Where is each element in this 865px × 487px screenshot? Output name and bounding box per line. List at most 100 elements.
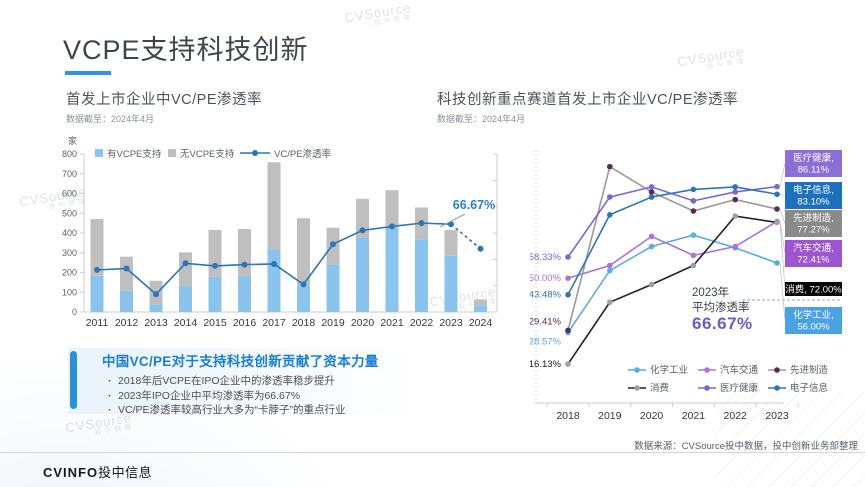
bar-2023-with-vcpe <box>444 255 458 312</box>
y-tick-label: 600 <box>62 189 77 199</box>
x-label-2016: 2016 <box>233 317 257 329</box>
average-penetration-annotation: 2023年 平均渗透率 66.67% <box>692 286 753 332</box>
bar-2018-without-vcpe <box>297 218 310 286</box>
callout-accent-bar <box>70 351 77 409</box>
bar-2020-with-vcpe <box>356 237 369 312</box>
bar-2012-with-vcpe <box>120 290 133 312</box>
legend-label-化学工业: 化学工业 <box>650 364 688 376</box>
y-tick-label: 500 <box>62 208 77 218</box>
bar-2015-without-vcpe <box>208 230 222 277</box>
end-box-电子信息 <box>785 182 842 209</box>
penetration-point-2019 <box>330 241 336 248</box>
bar-2011-without-vcpe <box>90 218 104 276</box>
bar-2022-with-vcpe <box>415 239 428 312</box>
end-box-医疗健康 <box>785 150 842 177</box>
penetration-point-2017 <box>271 260 277 267</box>
point-汽车交通-2021 <box>690 252 697 259</box>
start-label-消费: 16.13% <box>530 359 562 370</box>
point-电子信息-2019 <box>607 212 613 218</box>
point-先进制造-2021 <box>690 208 697 214</box>
point-消费-2023 <box>774 219 780 226</box>
page-title: VCPE支持科技创新 <box>63 35 309 65</box>
series-line-先进制造 <box>567 165 778 331</box>
legend-label: 无VCPE支持 <box>180 148 235 160</box>
end-box-value-医疗健康: 86.11% <box>798 165 830 176</box>
legend-label-消费: 消费 <box>650 382 669 394</box>
point-电子信息-2020 <box>648 194 655 200</box>
bar-2023-without-vcpe <box>444 230 458 256</box>
point-化学工业-2023 <box>774 260 780 266</box>
bar-2018-with-vcpe <box>297 285 310 312</box>
series-line-化学工业 <box>567 234 778 333</box>
legend-marker-医疗健康 <box>704 385 710 391</box>
x-label-2023: 2023 <box>439 317 463 329</box>
cvinfo-logo: CVINFO投中信息 <box>43 465 153 480</box>
legend-label: 有VCPE支持 <box>107 148 162 160</box>
x-label-2023: 2023 <box>765 410 789 422</box>
end-connector-电子信息 <box>779 193 786 196</box>
end-box-name-先进制造: 先进制造, <box>793 212 834 224</box>
point-消费-2018 <box>565 361 571 367</box>
point-医疗健康-2023 <box>774 183 780 190</box>
start-label-汽车交通: 50.00% <box>530 273 562 284</box>
end-box-汽车交通 <box>785 240 842 267</box>
start-label-化学工业: 28.57% <box>530 337 562 348</box>
bar-2013-with-vcpe <box>149 304 163 312</box>
penetration-point-2015 <box>212 262 218 269</box>
bar-2011-with-vcpe <box>90 275 104 312</box>
penetration-point-2021 <box>389 223 395 230</box>
point-化学工业-2021 <box>690 232 697 238</box>
point-先进制造-2020 <box>648 189 655 195</box>
point-医疗健康-2018 <box>565 254 571 260</box>
legend-marker-电子信息 <box>774 385 780 391</box>
right-chart-datanote: 数据截至：2024年4月 <box>437 114 526 124</box>
left-chart-datanote: 数据截至：2024年4月 <box>66 114 155 124</box>
end-box-name-化学工业: 化学工业, <box>793 309 834 321</box>
x-label-2018: 2018 <box>556 410 580 422</box>
x-label-2020: 2020 <box>351 317 375 329</box>
x-label-2019: 2019 <box>321 317 345 329</box>
annotation-line1: 2023年 <box>692 287 730 299</box>
legend-label: VC/PE渗透率 <box>274 148 332 160</box>
point-先进制造-2023 <box>774 206 780 212</box>
legend-swatch <box>95 149 103 157</box>
x-label-2014: 2014 <box>174 317 198 329</box>
end-connector-先进制造 <box>779 208 786 224</box>
y-tick-label: 700 <box>62 169 77 179</box>
penetration-point-2014 <box>182 260 189 267</box>
bar-2015-with-vcpe <box>208 276 222 312</box>
point-医疗健康-2021 <box>690 198 697 204</box>
penetration-2023-label: 66.67% <box>453 198 495 212</box>
bar-2021-with-vcpe <box>385 227 399 312</box>
point-电子信息-2018 <box>565 291 571 298</box>
end-box-name-汽车交通: 汽车交通, <box>793 242 834 254</box>
point-先进制造-2019 <box>607 163 613 170</box>
y-tick-label: 400 <box>62 228 77 238</box>
point-消费-2019 <box>607 299 613 306</box>
y-tick-label: 800 <box>62 149 77 159</box>
start-label-先进制造: 29.41% <box>530 316 562 327</box>
callout-title: 中国VC/PE对于支持科技创新贡献了资本力量 <box>102 354 379 369</box>
point-汽车交通-2018 <box>565 275 571 281</box>
footer-divider <box>0 452 865 453</box>
series-line-电子信息 <box>567 186 778 296</box>
bar-2019-with-vcpe <box>326 264 340 312</box>
end-connector-消费 <box>779 222 786 290</box>
point-电子信息-2022 <box>732 184 738 190</box>
bar-2024-without-vcpe <box>474 299 487 306</box>
callout-bullet: 2023年IPO企业中平均渗透率为66.67% <box>108 389 470 404</box>
series-line-汽车交通 <box>567 220 778 279</box>
callout-bullet-list: 2018年后VCPE在IPO企业中的渗透率稳步提升 2023年IPO企业中平均渗… <box>108 374 470 418</box>
point-消费-2020 <box>648 281 655 288</box>
point-消费-2021 <box>690 262 697 269</box>
x-label-2022: 2022 <box>724 410 748 422</box>
bar-2014-with-vcpe <box>179 285 192 312</box>
end-box-value-汽车交通: 72.41% <box>797 255 830 266</box>
x-label-2017: 2017 <box>262 317 286 329</box>
bar-2017-without-vcpe <box>267 162 281 250</box>
end-connector-医疗健康 <box>779 163 786 187</box>
x-label-2019: 2019 <box>598 410 622 422</box>
end-box-name-医疗健康: 医疗健康, <box>793 152 834 164</box>
